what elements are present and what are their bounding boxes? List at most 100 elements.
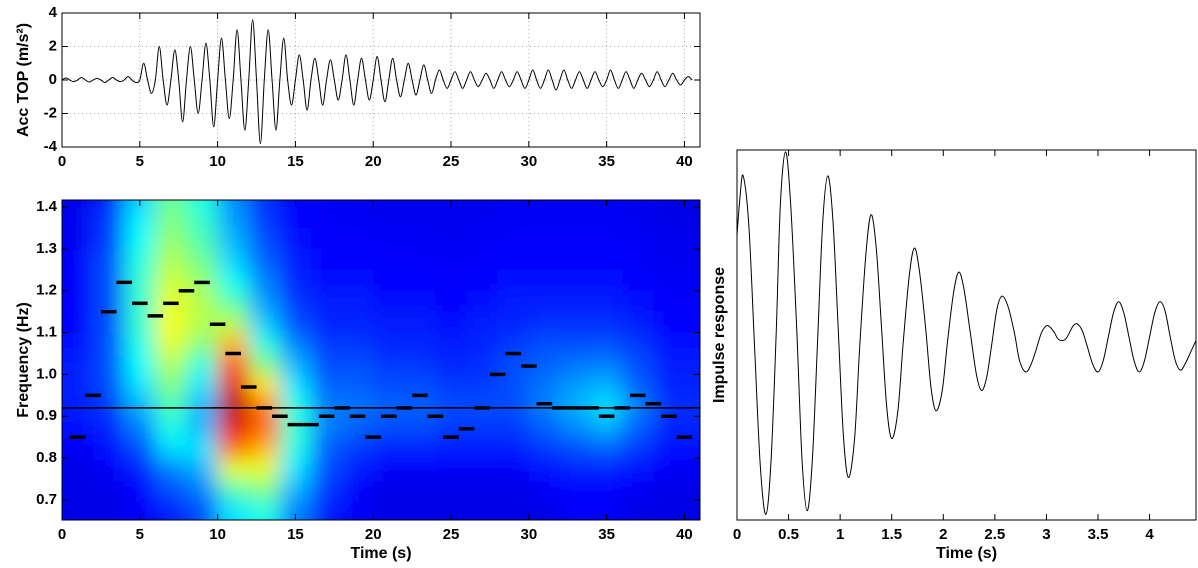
heat-cell [466,416,499,438]
x-tick-label: 35 [598,153,615,170]
heat-cell [528,269,561,292]
heat-cell [466,353,499,375]
heat-cell [310,269,343,292]
x-axis-label: Time (s) [350,545,411,562]
heat-cell [248,200,281,208]
heat-cell [310,332,343,355]
heat-cell [155,207,187,229]
heat-cell [279,228,312,250]
heat-cell [93,479,125,501]
heat-cell [591,353,623,375]
heat-cell [435,416,468,438]
heat-cell [622,499,654,520]
heat-cell [497,248,530,271]
heat-cell [404,269,436,292]
x-tick-label: 25 [443,153,460,170]
heat-cell [93,207,125,229]
heat-cell [279,248,312,271]
heat-cell [435,374,468,396]
heat-cell [186,332,219,355]
heat-cell [310,416,343,438]
heat-cell [404,353,436,375]
heat-cell [622,290,654,313]
heat-cell [559,458,592,480]
heat-cell [217,207,250,229]
heat-cell [155,290,187,313]
heat-cell [62,395,94,417]
heat-cell [310,207,343,229]
heat-cell [591,395,623,417]
heat-cell [528,248,561,271]
heat-cell [591,207,623,229]
heat-cell [404,499,436,520]
heat-cell [404,200,436,208]
heat-cell [559,207,592,229]
x-tick-label: 30 [520,526,537,543]
heat-cell [124,437,156,459]
heat-cell [622,458,654,480]
x-tick-label: 0 [58,153,66,170]
heat-cell [124,395,156,417]
heat-cell [622,332,654,355]
heat-cell [186,479,219,501]
heat-cell [622,200,654,208]
heat-cell [653,395,700,417]
heat-cell [528,290,561,313]
heat-cell [62,248,94,271]
heat-cell [404,416,436,438]
heat-cell [373,207,405,229]
heat-cell [559,228,592,250]
heat-cell [310,290,343,313]
heat-cell [591,416,623,438]
y-tick-label: 0.9 [36,407,57,424]
heat-cell [217,228,250,250]
heat-cell [62,353,94,375]
signal-line [737,151,1196,515]
heatmap [62,200,700,520]
heat-cell [93,395,125,417]
heat-cell [342,458,374,480]
heat-cell [62,332,94,355]
heat-cell [93,332,125,355]
x-tick-label: 40 [676,153,693,170]
heat-cell [404,290,436,313]
heat-cell [186,353,219,375]
heat-cell [342,479,374,501]
x-tick-label: 20 [365,526,382,543]
heat-cell [279,353,312,375]
heat-cell [93,353,125,375]
heat-cell [124,290,156,313]
heat-cell [248,248,281,271]
heat-cell [653,200,700,208]
heat-cell [528,395,561,417]
heat-cell [342,248,374,271]
heat-cell [217,458,250,480]
heat-cell [217,290,250,313]
heat-cell [466,458,499,480]
plot-area [737,151,1196,515]
heat-cell [497,374,530,396]
heat-cell [342,332,374,355]
heat-cell [310,395,343,417]
heat-cell [279,207,312,229]
heat-cell [93,458,125,480]
heat-cell [622,479,654,501]
heat-cell [373,200,405,208]
heat-cell [497,499,530,520]
heat-cell [124,353,156,375]
heat-cell [248,374,281,396]
heat-cell [528,479,561,501]
heat-cell [62,207,94,229]
x-tick-label: 3 [1042,526,1050,543]
y-tick-label: -2 [44,104,57,121]
heat-cell [62,437,94,459]
heat-cell [591,479,623,501]
heat-cell [528,332,561,355]
plot-area [62,200,700,520]
heat-cell [435,353,468,375]
heat-cell [435,332,468,355]
y-axis-label: Frequency (Hz) [15,302,32,418]
y-tick-label: 2 [49,37,57,54]
heat-cell [559,395,592,417]
heat-cell [217,374,250,396]
